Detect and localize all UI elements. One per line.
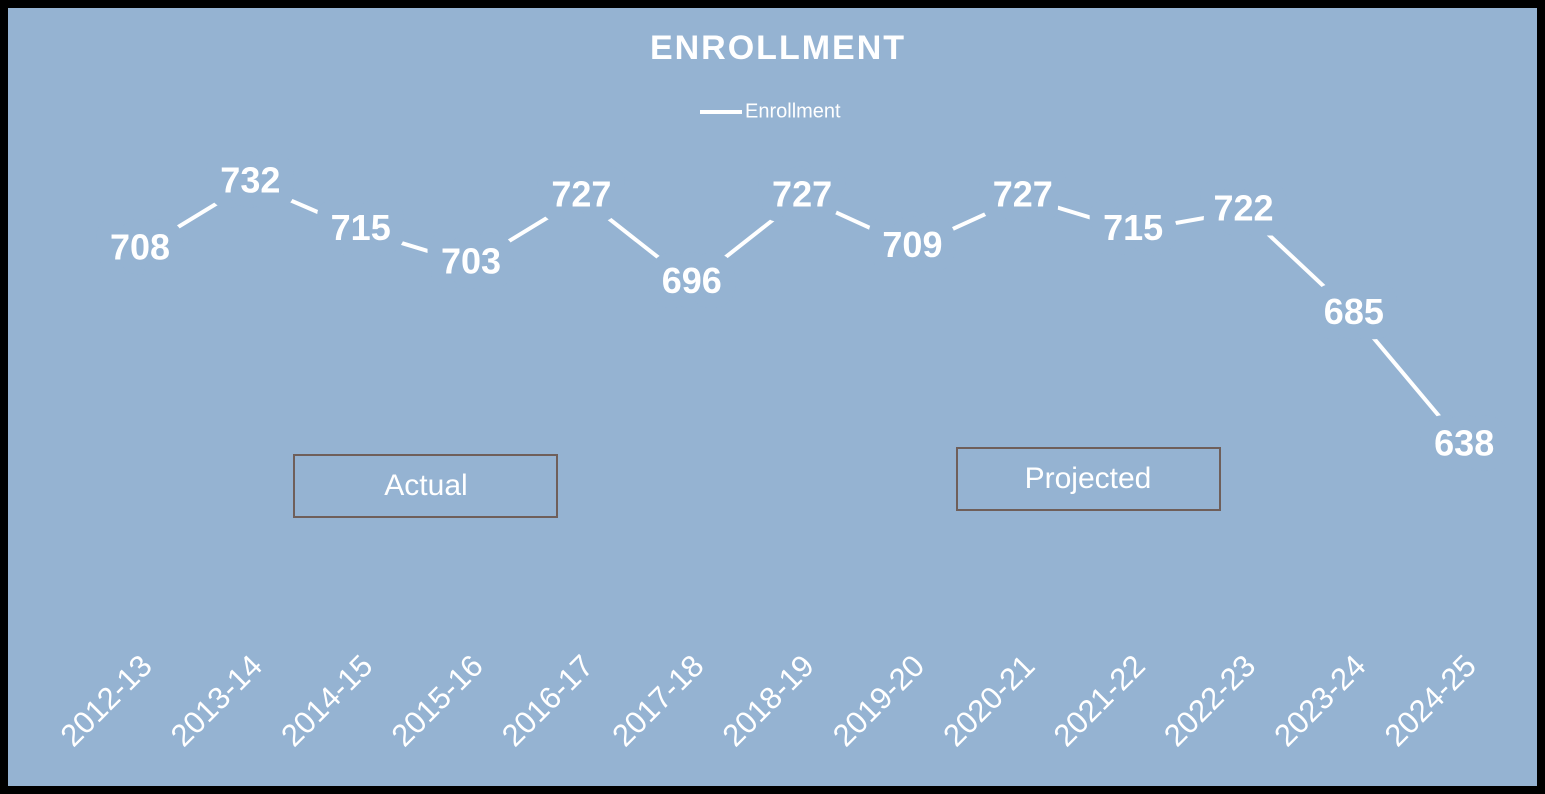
legend-label: Enrollment: [745, 100, 841, 122]
data-label: 685: [1324, 291, 1384, 332]
chart-title: ENROLLMENT: [650, 29, 906, 67]
plot-background: [8, 8, 1537, 786]
data-label: 696: [662, 260, 722, 301]
data-label: 732: [220, 160, 280, 201]
data-label: 709: [882, 224, 942, 265]
data-label: 703: [441, 241, 501, 282]
annotation: Projected: [1025, 462, 1152, 495]
data-label: 715: [1103, 207, 1163, 248]
data-label: 727: [551, 174, 611, 215]
data-label: 638: [1434, 423, 1494, 464]
data-label: 715: [331, 207, 391, 248]
data-label: 727: [993, 174, 1053, 215]
data-label: 708: [110, 227, 170, 268]
annotation: Actual: [384, 469, 467, 502]
data-label: 722: [1213, 187, 1273, 228]
line-series: [138, 180, 1466, 448]
annotation-box: [293, 454, 558, 518]
annotation-box: [956, 447, 1221, 511]
data-label: 727: [772, 174, 832, 215]
